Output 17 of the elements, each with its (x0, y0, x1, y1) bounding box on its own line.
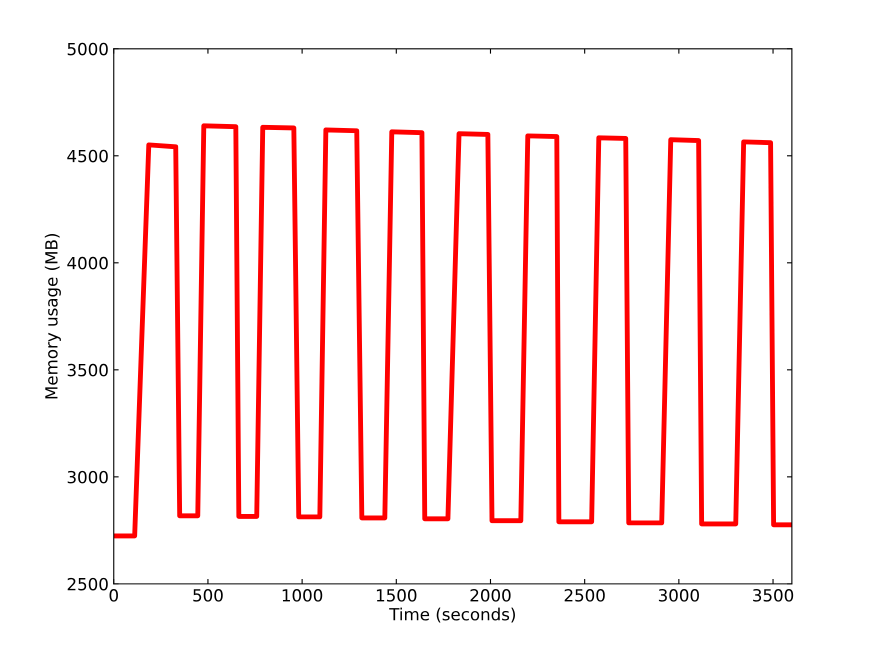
x-tick-label: 500 (193, 589, 223, 602)
y-tick-label: 4500 (67, 150, 108, 162)
y-tick-label: 2500 (68, 578, 108, 590)
y-tick-label: 3500 (68, 364, 108, 376)
x-tick-label: 0 (110, 589, 118, 602)
line-series (114, 123, 792, 538)
x-tick-label: 3500 (753, 589, 794, 602)
x-axis-title: Time (seconds) (389, 608, 515, 623)
x-tick-label: 1500 (376, 589, 416, 602)
x-tick-label: 2000 (470, 589, 511, 602)
y-tick-label: 3000 (68, 470, 108, 484)
x-tick-label: 3000 (658, 589, 699, 602)
x-tick-label: 2500 (564, 589, 605, 602)
y-axis-title: Memory usage (MB) (44, 234, 61, 398)
y-tick-label: 5000 (68, 42, 108, 56)
y-tick-label: 4000 (67, 256, 108, 270)
x-tick-label: 1000 (282, 589, 322, 602)
